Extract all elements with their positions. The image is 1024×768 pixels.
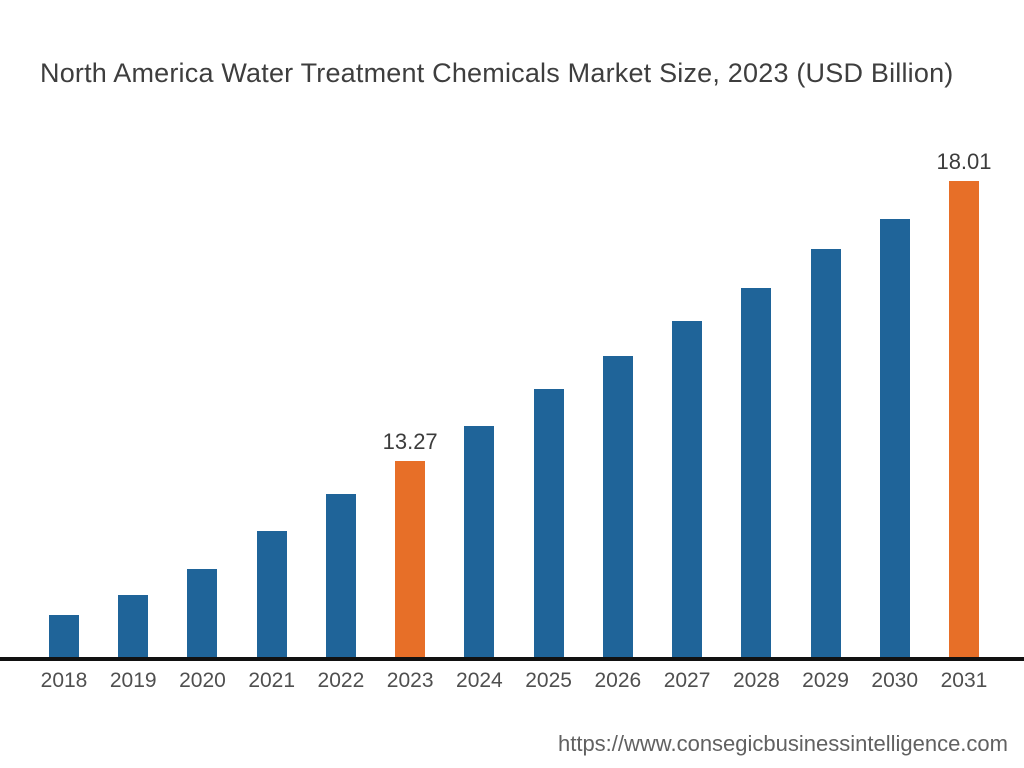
x-tick-2022: 2022 [317, 669, 365, 692]
x-tick-2018: 2018 [40, 669, 88, 692]
x-tick-2023: 2023 [386, 669, 434, 692]
x-tick-2020: 2020 [179, 669, 226, 692]
bar-2029 [810, 249, 841, 657]
bar-2027 [672, 321, 703, 657]
x-tick-2030: 2030 [871, 669, 919, 692]
x-tick-2028: 2028 [732, 669, 780, 692]
source-url: https://www.consegicbusinessintelligence… [557, 731, 1008, 756]
x-tick-2024: 2024 [456, 669, 503, 692]
bar-2023 [395, 461, 426, 657]
x-tick-2026: 2026 [594, 669, 642, 692]
bar-2022 [325, 494, 356, 657]
bar-2030 [879, 219, 910, 657]
chart-title: North America Water Treatment Chemicals … [40, 58, 954, 88]
bar-2026 [602, 356, 633, 657]
bar-2021 [256, 531, 287, 657]
x-tick-2031: 2031 [940, 669, 988, 692]
value-label-2023: 13.27 [382, 429, 438, 454]
x-tick-2029: 2029 [802, 669, 849, 692]
bar-2031 [948, 181, 979, 657]
bar-2020 [187, 569, 218, 657]
bar-2028 [741, 288, 772, 657]
x-tick-2021: 2021 [248, 669, 296, 692]
value-label-2031: 18.01 [936, 149, 992, 174]
bar-2019 [118, 595, 149, 657]
x-tick-2019: 2019 [109, 669, 157, 692]
x-tick-2027: 2027 [663, 669, 711, 692]
bar-2024 [464, 426, 495, 657]
bar-2018 [49, 615, 79, 657]
x-axis-line [0, 657, 1024, 661]
bar-2025 [533, 389, 564, 657]
x-tick-2025: 2025 [525, 669, 572, 692]
